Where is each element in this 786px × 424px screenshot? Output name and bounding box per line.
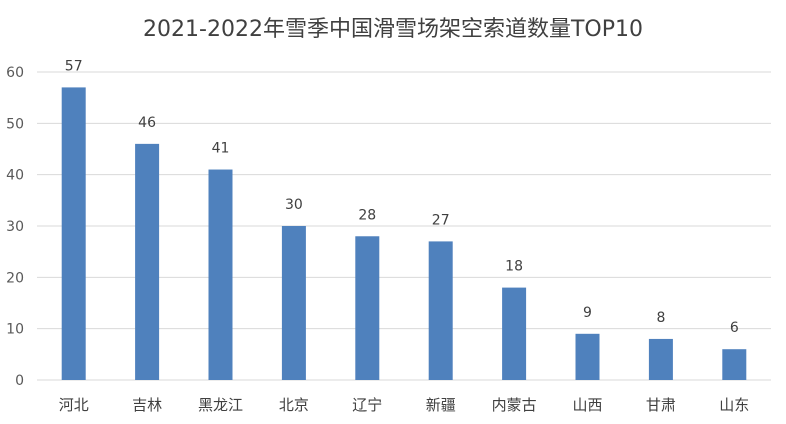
data-label: 27 xyxy=(432,212,450,228)
data-label: 8 xyxy=(656,310,665,326)
data-label: 46 xyxy=(138,115,156,131)
bar xyxy=(648,338,673,380)
bar xyxy=(208,169,233,380)
bar xyxy=(61,87,86,381)
x-category-label: 辽宁 xyxy=(352,396,382,414)
y-tick-label: 30 xyxy=(6,219,24,235)
bar xyxy=(135,143,160,380)
y-tick-label: 60 xyxy=(6,65,24,81)
x-category-label: 内蒙古 xyxy=(492,396,537,414)
bar xyxy=(428,241,453,380)
x-category-label: 北京 xyxy=(279,396,309,414)
y-tick-label: 20 xyxy=(6,270,24,286)
x-category-label: 新疆 xyxy=(426,396,456,414)
y-tick-label: 50 xyxy=(6,116,24,132)
y-axis-ticks: 0 10 20 30 40 50 60 xyxy=(6,65,24,389)
data-label: 6 xyxy=(730,320,739,336)
x-category-label: 山东 xyxy=(719,396,749,414)
bar xyxy=(722,349,747,380)
data-label: 41 xyxy=(212,141,230,157)
data-label: 18 xyxy=(505,259,523,275)
gridlines xyxy=(37,71,771,381)
x-category-label: 山西 xyxy=(572,396,602,414)
data-label: 30 xyxy=(285,197,303,213)
bar xyxy=(355,236,380,380)
x-axis-categories: 河北 吉林 黑龙江 北京 辽宁 新疆 内蒙古 山西 甘肃 山东 xyxy=(59,396,750,414)
data-label: 28 xyxy=(358,207,376,223)
y-tick-label: 10 xyxy=(6,322,24,338)
bar xyxy=(575,333,600,380)
bar xyxy=(502,287,527,380)
x-category-label: 河北 xyxy=(59,396,89,414)
y-tick-label: 40 xyxy=(6,168,24,184)
data-label: 9 xyxy=(583,305,592,321)
x-category-label: 甘肃 xyxy=(646,396,676,414)
x-category-label: 黑龙江 xyxy=(198,396,243,414)
bar xyxy=(281,226,306,380)
bars xyxy=(61,87,747,381)
data-label: 57 xyxy=(65,58,83,74)
data-labels: 57 46 41 30 28 27 18 9 8 6 xyxy=(65,58,739,336)
y-tick-label: 0 xyxy=(15,373,24,389)
chart-title: 2021-2022年雪季中国滑雪场架空索道数量TOP10 xyxy=(143,17,643,42)
x-category-label: 吉林 xyxy=(132,396,162,414)
